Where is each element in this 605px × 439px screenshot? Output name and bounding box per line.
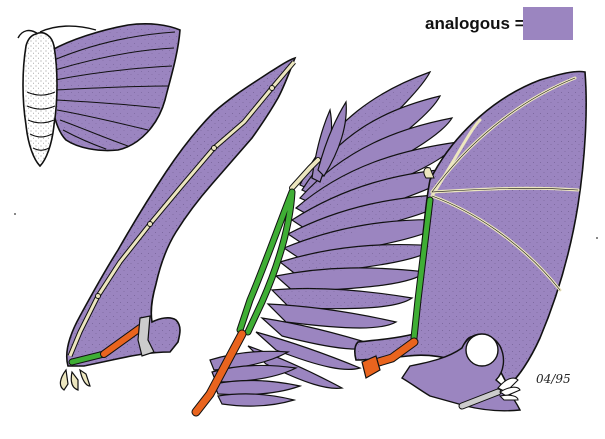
artist-signature: 04/95: [536, 372, 571, 386]
pterosaur-wing: [59, 56, 297, 391]
bird-lower-feathers: [209, 350, 303, 407]
moth-wing-veins: [53, 31, 176, 150]
pterosaur-claws: [59, 368, 91, 391]
moth-antenna: [17, 29, 39, 39]
bat-membrane-notch: [465, 333, 499, 367]
bird-wing: [191, 70, 462, 417]
bat-foot: [497, 377, 521, 401]
moth: [17, 23, 181, 168]
bat-thumb: [423, 167, 435, 179]
bat-wing: [353, 70, 587, 412]
analogous-swatch: [523, 7, 573, 40]
pterosaur-shoulder-bone: [137, 315, 155, 357]
legend-label: analogous =: [425, 14, 525, 33]
